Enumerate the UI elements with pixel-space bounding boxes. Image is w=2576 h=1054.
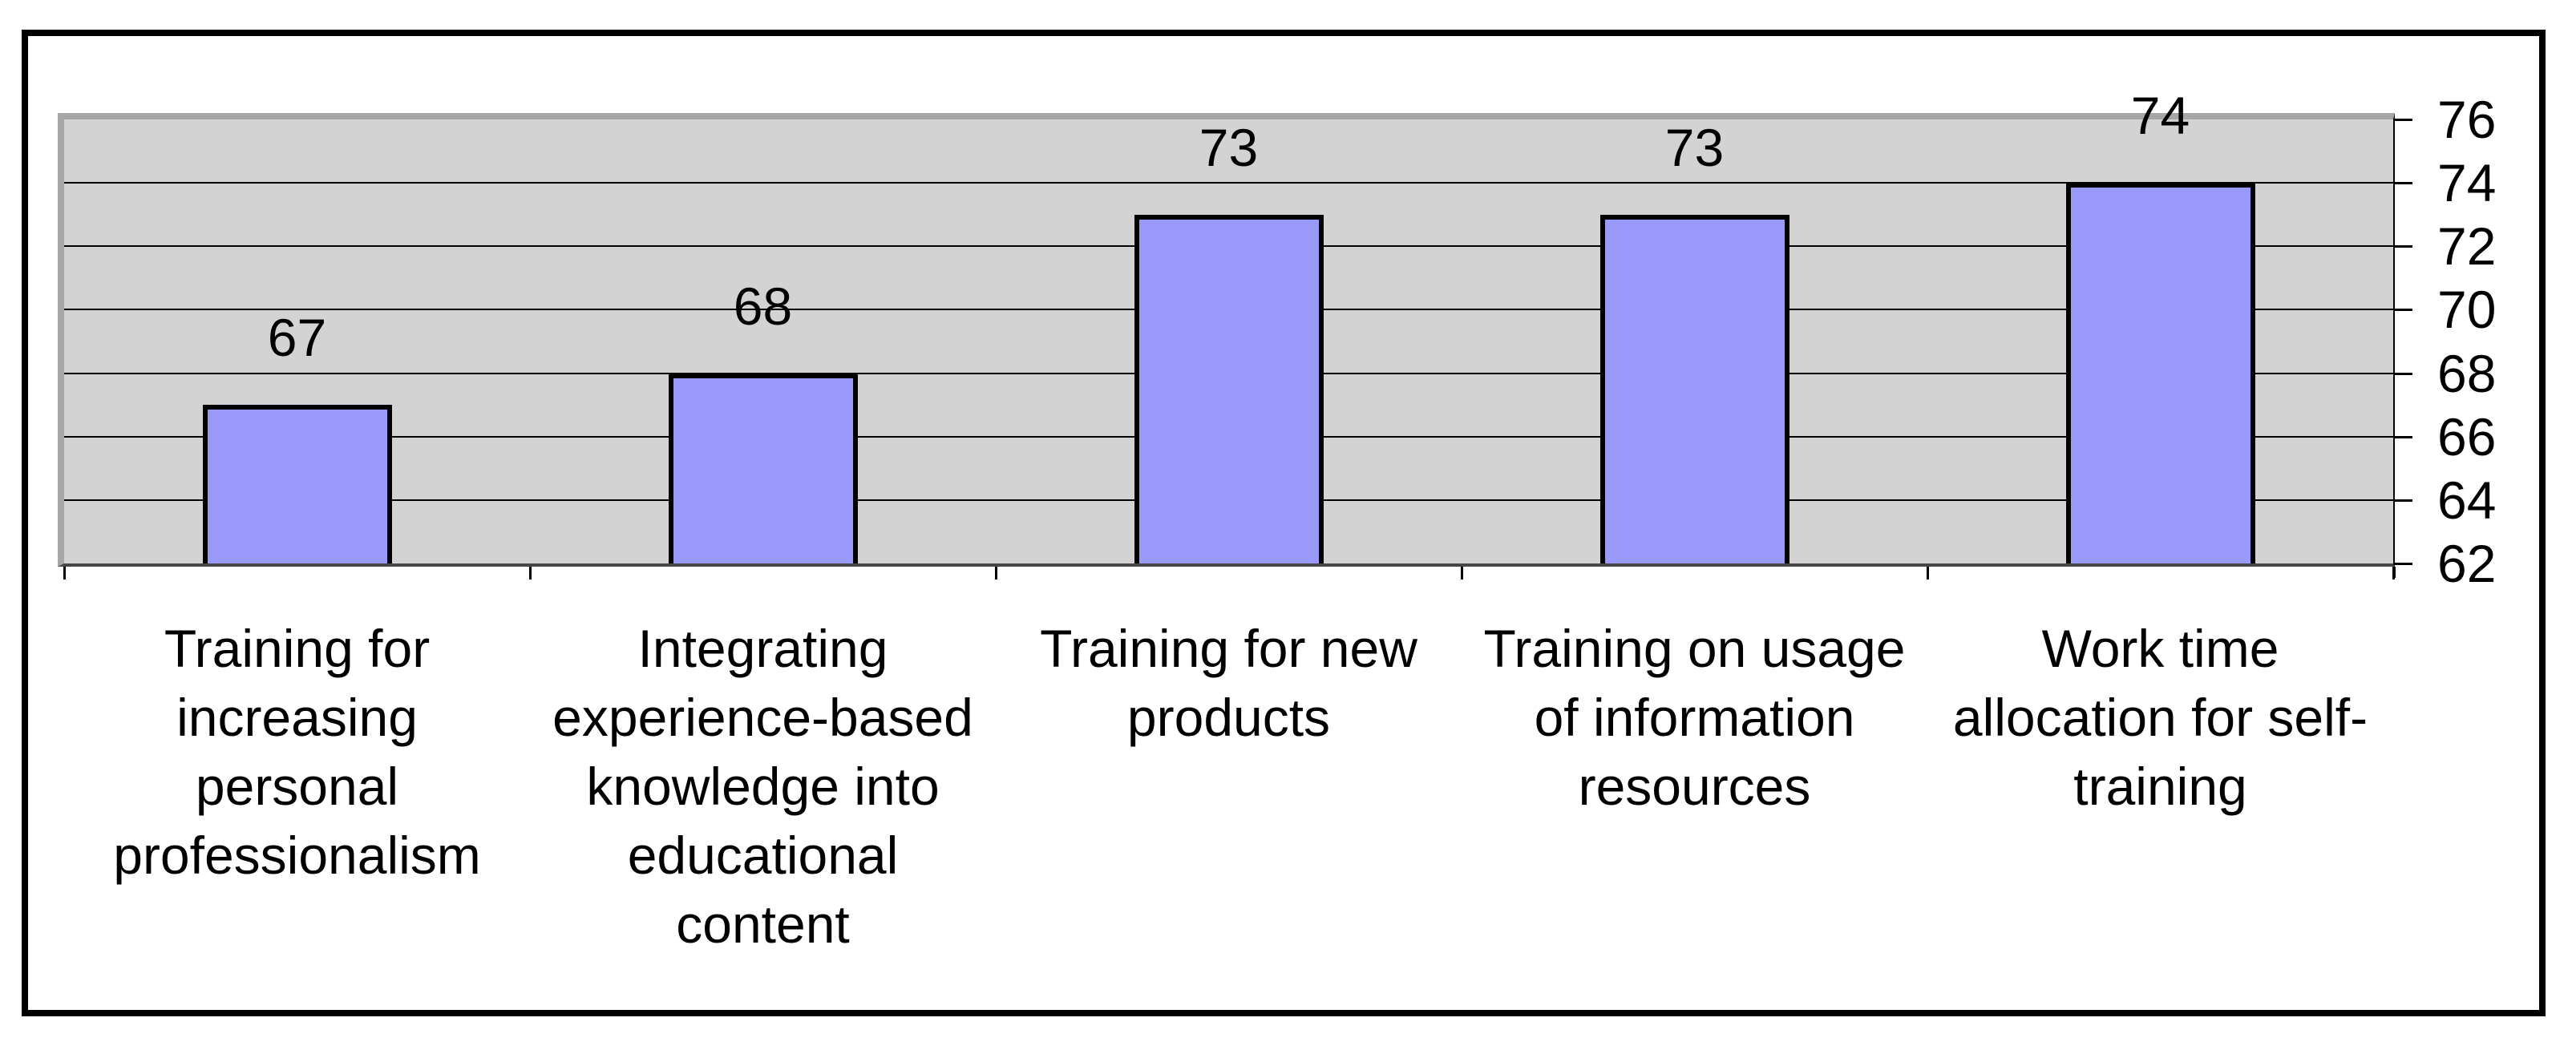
y-tick-mark-76 — [2393, 119, 2412, 121]
y-tick-label: 62 — [2437, 534, 2497, 593]
category-label-line: knowledge into — [586, 757, 940, 816]
plot-inner — [64, 119, 2393, 563]
bar-value-label: 74 — [2130, 86, 2190, 145]
category-label-line: products — [1126, 688, 1331, 747]
y-tick-label: 66 — [2437, 407, 2497, 466]
y-tick-label: 74 — [2437, 153, 2497, 212]
y-tick-mark-64 — [2393, 499, 2412, 502]
category-label-3: Training for new products — [996, 614, 1462, 752]
bar-work-time — [2066, 183, 2255, 563]
y-tick-label: 72 — [2437, 216, 2497, 276]
plot-area — [58, 113, 2395, 567]
y-axis-line-extension — [2393, 567, 2396, 578]
bar-training-on-usage — [1600, 215, 1789, 563]
gridline-74 — [64, 182, 2393, 184]
y-tick-label: 70 — [2437, 280, 2497, 339]
y-tick-mark-70 — [2393, 309, 2412, 311]
y-tick-mark-66 — [2393, 436, 2412, 438]
category-label-line: educational — [627, 826, 899, 885]
y-tick-label: 68 — [2437, 344, 2497, 403]
x-tick-mark-4 — [1927, 567, 1929, 579]
bar-value-label: 73 — [1199, 118, 1259, 177]
category-label-5: Work time allocation for self-training — [1927, 614, 2393, 821]
y-tick-mark-62 — [2393, 563, 2412, 565]
y-tick-mark-72 — [2393, 245, 2412, 248]
category-label-line: experience-based — [552, 688, 973, 747]
bar-value-label: 73 — [1664, 118, 1725, 177]
category-label-line: resources — [1578, 757, 1811, 816]
bar-value-label: 67 — [267, 308, 327, 367]
bar-integrating — [669, 374, 858, 563]
category-label-line: Integrating — [637, 619, 888, 678]
category-label-line: personal — [195, 757, 399, 816]
category-label-line: Training for new — [1040, 619, 1417, 678]
category-label-line: of information — [1534, 688, 1855, 747]
y-tick-label: 76 — [2437, 90, 2497, 149]
category-label-line: Training on usage — [1483, 619, 1906, 678]
bar-training-for — [203, 405, 392, 563]
category-label-line: content — [676, 894, 850, 954]
category-label-1: Training for increasing personal profession… — [64, 614, 530, 890]
category-label-line: allocation for self- — [1952, 688, 2368, 747]
x-tick-mark-0 — [63, 567, 66, 579]
category-label-line: training — [2073, 757, 2247, 816]
category-label-line: professionalism — [113, 826, 481, 885]
y-tick-label: 64 — [2437, 470, 2497, 530]
x-tick-mark-2 — [995, 567, 997, 579]
y-tick-mark-68 — [2393, 373, 2412, 375]
category-label-line: Training for — [164, 619, 431, 678]
y-tick-mark-74 — [2393, 182, 2412, 184]
bar-value-label: 68 — [733, 277, 793, 336]
category-label-line: Work time — [2041, 619, 2279, 678]
category-label-4: Training on usage of information resources — [1462, 614, 1927, 821]
x-tick-mark-3 — [1461, 567, 1463, 579]
x-tick-mark-1 — [529, 567, 532, 579]
bar-training-for-new — [1134, 215, 1324, 563]
category-label-2: Integrating experience-based knowledge int… — [530, 614, 996, 959]
category-label-line: increasing — [176, 688, 418, 747]
